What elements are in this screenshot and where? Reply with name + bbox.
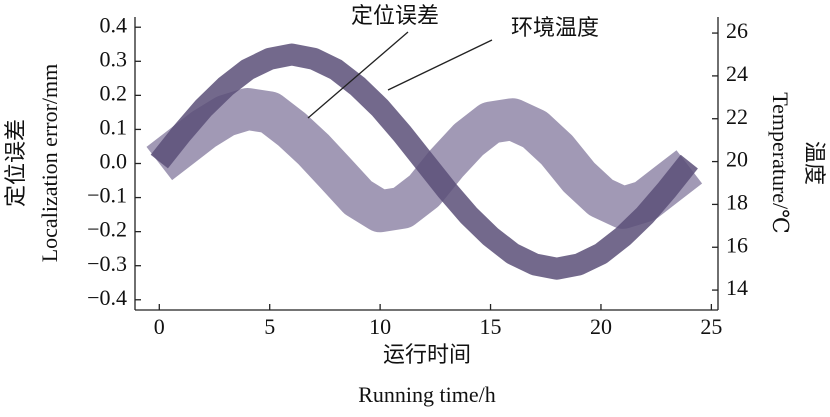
y2-tick-label: 14 (726, 275, 748, 300)
y2-label-en: Temperature/℃ (768, 92, 793, 234)
y-tick-label: −0.4 (87, 285, 127, 310)
series-line (150, 43, 698, 280)
y-tick-label: −0.1 (87, 183, 127, 208)
series-line (146, 88, 703, 233)
x-label-cn: 运行时间 (383, 342, 471, 367)
y-label-en: Localization error/mm (37, 64, 62, 263)
x-tick-label: 0 (154, 314, 165, 339)
annotation-arrow (307, 31, 409, 119)
y2-label-cn: 温度 (802, 141, 827, 185)
y-tick-label: 0.4 (100, 12, 128, 37)
y2-tick-label: 26 (726, 18, 748, 43)
y2-tick-label: 20 (726, 147, 748, 172)
y2-tick-label: 24 (726, 61, 748, 86)
y2-tick-label: 16 (726, 232, 748, 257)
y2-tick-label: 22 (726, 104, 748, 129)
annotation: 环境温度 (511, 15, 599, 40)
y-tick-label: −0.3 (87, 251, 127, 276)
y-tick-label: 0.2 (100, 80, 128, 105)
y-tick-label: −0.2 (87, 217, 127, 242)
x-label-en: Running time/h (358, 382, 496, 407)
x-tick-label: 25 (700, 314, 722, 339)
y-tick-label: 0.1 (100, 114, 128, 139)
annotation: 定位误差 (351, 3, 439, 28)
y-label-cn: 定位误差 (3, 119, 28, 207)
x-tick-label: 15 (480, 314, 502, 339)
y-tick-label: 0.0 (100, 149, 128, 174)
annotation-arrow (387, 39, 493, 91)
x-tick-label: 20 (590, 314, 612, 339)
x-tick-label: 10 (369, 314, 391, 339)
x-tick-label: 5 (264, 314, 275, 339)
y-tick-label: 0.3 (100, 46, 128, 71)
y2-tick-label: 18 (726, 189, 748, 214)
plot-area (146, 43, 703, 280)
